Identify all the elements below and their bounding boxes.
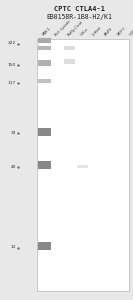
Text: Jurkat: Jurkat <box>92 26 102 37</box>
Text: EB0158R-1B8-H2/K1: EB0158R-1B8-H2/K1 <box>47 14 113 20</box>
Text: H226 (H226): H226 (H226) <box>129 16 133 37</box>
Text: Buffy-Coat: Buffy-Coat <box>67 20 84 37</box>
Bar <box>38 60 51 66</box>
Text: Bcl. Lysate: Bcl. Lysate <box>54 20 72 37</box>
Bar <box>77 165 88 168</box>
Bar <box>38 38 51 43</box>
Bar <box>37 39 129 291</box>
Text: 222: 222 <box>8 41 16 46</box>
Bar <box>38 161 51 169</box>
Bar <box>38 128 51 136</box>
Text: HeLa: HeLa <box>79 27 89 37</box>
Text: 33: 33 <box>11 131 16 136</box>
Text: 12: 12 <box>11 245 16 250</box>
Bar <box>38 79 51 83</box>
Text: 150: 150 <box>8 62 16 67</box>
Bar <box>38 242 51 250</box>
Text: 40: 40 <box>11 164 16 169</box>
Text: 117: 117 <box>8 80 16 85</box>
Text: MW:1: MW:1 <box>41 26 52 37</box>
Text: CPTC CTLA4-1: CPTC CTLA4-1 <box>54 6 105 12</box>
Text: MCF7: MCF7 <box>117 26 127 37</box>
Bar <box>38 46 51 50</box>
Bar <box>64 46 75 50</box>
Bar <box>64 59 75 64</box>
Text: A549: A549 <box>104 27 114 37</box>
